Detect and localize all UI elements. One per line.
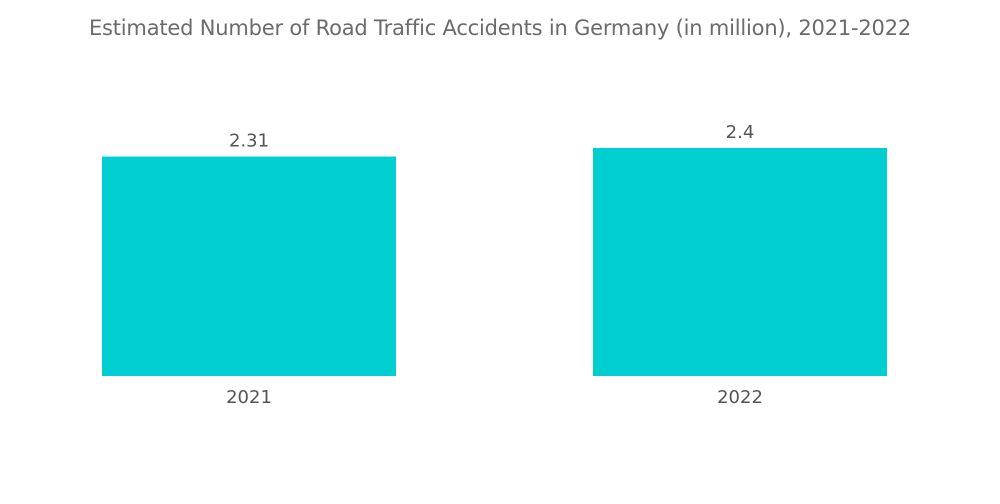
value-label-2022: 2.4 — [726, 122, 755, 143]
bars-group — [102, 148, 887, 376]
x-axis-tick-labels: 2021 2022 — [226, 387, 763, 408]
x-tick-label-2022: 2022 — [717, 387, 763, 408]
value-labels-group: 2.31 2.4 — [229, 122, 754, 152]
value-label-2021: 2.31 — [229, 131, 269, 152]
chart-title: Estimated Number of Road Traffic Acciden… — [88, 16, 912, 40]
bar-2021 — [102, 156, 396, 376]
bar-2022 — [593, 148, 887, 376]
x-tick-label-2021: 2021 — [226, 387, 272, 408]
